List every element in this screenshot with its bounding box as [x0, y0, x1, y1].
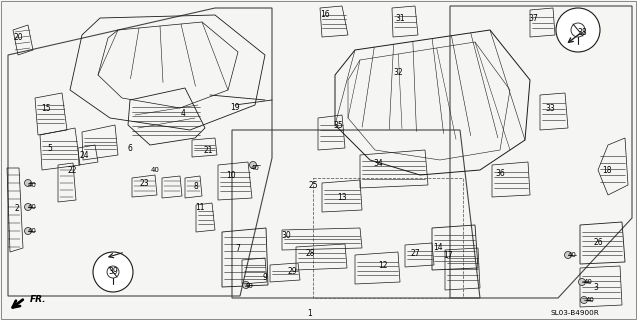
Text: 24: 24 [79, 150, 89, 159]
Text: 3: 3 [594, 283, 598, 292]
Text: SL03-B4900R: SL03-B4900R [550, 310, 599, 316]
Text: 27: 27 [410, 249, 420, 258]
Text: 6: 6 [127, 143, 132, 153]
Text: 40: 40 [27, 204, 36, 210]
Text: 22: 22 [68, 165, 76, 174]
Text: 40: 40 [585, 297, 594, 303]
Text: 9: 9 [262, 274, 268, 283]
Text: 40: 40 [150, 167, 159, 173]
Text: 7: 7 [236, 244, 240, 252]
Text: 18: 18 [602, 165, 612, 174]
Text: 19: 19 [230, 102, 240, 111]
Circle shape [578, 278, 585, 285]
Text: 15: 15 [41, 103, 51, 113]
Text: 5: 5 [48, 143, 52, 153]
Text: 1: 1 [308, 308, 312, 317]
Text: 40: 40 [27, 182, 36, 188]
Text: 4: 4 [180, 108, 185, 117]
Text: FR.: FR. [30, 294, 47, 303]
Text: 17: 17 [443, 251, 453, 260]
Circle shape [24, 204, 31, 211]
Text: 35: 35 [333, 121, 343, 130]
Text: 12: 12 [378, 260, 388, 269]
Text: 29: 29 [287, 268, 297, 276]
Text: 20: 20 [13, 33, 23, 42]
Text: 30: 30 [281, 230, 291, 239]
Text: 8: 8 [194, 181, 198, 190]
Text: 2: 2 [15, 204, 19, 212]
Text: 25: 25 [308, 180, 318, 189]
Text: 40: 40 [583, 279, 592, 285]
Circle shape [24, 228, 31, 235]
Text: 33: 33 [545, 103, 555, 113]
Text: 40: 40 [245, 283, 254, 289]
Text: 23: 23 [140, 179, 149, 188]
Circle shape [250, 162, 257, 169]
Text: 32: 32 [393, 68, 403, 76]
Circle shape [24, 180, 31, 187]
Text: 39: 39 [108, 268, 118, 276]
Circle shape [93, 252, 133, 292]
Text: 28: 28 [305, 249, 315, 258]
Circle shape [243, 282, 250, 289]
Circle shape [580, 297, 587, 303]
Text: 40: 40 [27, 228, 36, 234]
Text: 13: 13 [337, 193, 347, 202]
Text: 26: 26 [593, 237, 603, 246]
Text: 14: 14 [433, 243, 443, 252]
Text: 36: 36 [495, 169, 505, 178]
Text: 34: 34 [373, 158, 383, 167]
Text: 31: 31 [395, 13, 404, 22]
Text: 21: 21 [203, 146, 213, 155]
Circle shape [564, 252, 571, 259]
Text: 38: 38 [577, 28, 587, 36]
Text: 37: 37 [528, 13, 538, 22]
Text: 40: 40 [568, 252, 576, 258]
Text: 40: 40 [250, 165, 259, 171]
Text: 10: 10 [226, 171, 236, 180]
Text: 11: 11 [196, 203, 204, 212]
Circle shape [556, 8, 600, 52]
Text: 16: 16 [320, 10, 330, 19]
